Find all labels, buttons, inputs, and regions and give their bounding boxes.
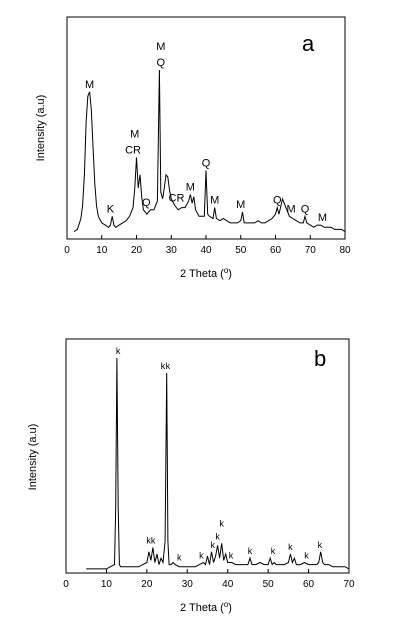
panel-a-x-tick-label: 10 <box>96 245 108 256</box>
panel-b-y-axis-label: Intensity (a.u) <box>27 424 39 491</box>
panel-b-peak-label: k <box>161 361 166 371</box>
panel-b-peak-label: k <box>211 540 216 550</box>
panel-b-peak-label: k <box>318 540 323 550</box>
panel-b-x-ticks: 0 10 20 30 40 50 60 70 <box>63 569 355 590</box>
panel-a-x-tick-label: 60 <box>270 245 282 256</box>
panel-b-peak-label: kk <box>146 536 156 546</box>
panel-b-peak-label: k <box>288 542 293 552</box>
panel-b-peak-label: k <box>199 550 204 560</box>
panel-a-x-tick-label: 40 <box>200 245 212 256</box>
panel-a-peak-label: CR <box>169 192 185 204</box>
panel-a-x-tick-label: 20 <box>131 245 143 256</box>
panel-a-peak-label: K <box>107 203 115 215</box>
panel-a-peak-label: Q <box>301 203 310 215</box>
panel-a-y-axis-label: Intensity (a.u) <box>35 95 47 162</box>
panel-b-x-tick-label: 30 <box>182 579 194 590</box>
panel-a-peak-label: Q <box>142 197 151 209</box>
panel-a-x-ticks: 0 10 20 30 40 50 60 70 80 <box>64 235 351 256</box>
panel-b-peak-label: k <box>304 550 309 560</box>
panel-a-trace <box>73 69 346 233</box>
panel-a-x-axis-label: 2 Theta (o) <box>180 266 232 280</box>
panel-b-x-tick-label: 40 <box>222 579 234 590</box>
panel-b-x-tick-label: 20 <box>141 579 153 590</box>
panel-a-peak-label: M <box>156 41 165 53</box>
panel-a-peak-label: M <box>236 199 245 211</box>
panel-b-peak-label: k <box>215 531 220 541</box>
panel-a-peak-label: Q <box>273 195 282 207</box>
panel-b-x-tick-label: 10 <box>101 579 113 590</box>
panel-b-letter: b <box>314 346 326 371</box>
panel-b-peak-label: k <box>219 518 224 528</box>
panel-a-peak-label: M <box>210 195 219 207</box>
panel-a-peak-label: M <box>318 212 327 224</box>
panel-b-peak-label: k <box>116 346 121 356</box>
panel-b-peak-label: k <box>229 550 234 560</box>
panel-a-peak-label: CR <box>125 144 141 156</box>
panel-a-peak-label: M <box>186 182 195 194</box>
panel-a-x-tick-label: 0 <box>64 245 70 256</box>
panel-b-peak-label: k <box>248 546 253 556</box>
panel-a-x-tick-label: 30 <box>166 245 178 256</box>
panel-b-x-tick-label: 0 <box>63 579 69 590</box>
panel-a-peak-label: M <box>287 203 296 215</box>
panel-a-peak-label: Q <box>202 157 211 169</box>
panel-a-peak-label: M <box>130 128 139 140</box>
panel-b-peak-label: k <box>177 553 182 563</box>
panel-a-letter: a <box>302 31 315 56</box>
panel-a-x-tick-label: 50 <box>235 245 247 256</box>
panel-b-x-axis-label: 2 Theta (o) <box>180 600 232 614</box>
panel-a-peak-label: M <box>85 79 94 91</box>
panel-b-x-tick-label: 60 <box>303 579 315 590</box>
panel-a-x-tick-label: 70 <box>305 245 317 256</box>
panel-b-x-tick-label: 50 <box>263 579 275 590</box>
panel-a-x-tick-label: 80 <box>339 245 351 256</box>
panel-b-frame <box>65 338 350 574</box>
panel-b-trace <box>86 357 350 570</box>
panel-b-peak-label: k <box>271 546 276 556</box>
panel-b-peak-label: k <box>166 361 171 371</box>
panel-a-peak-label: Q <box>157 57 166 69</box>
panel-b-x-tick-label: 70 <box>343 579 355 590</box>
